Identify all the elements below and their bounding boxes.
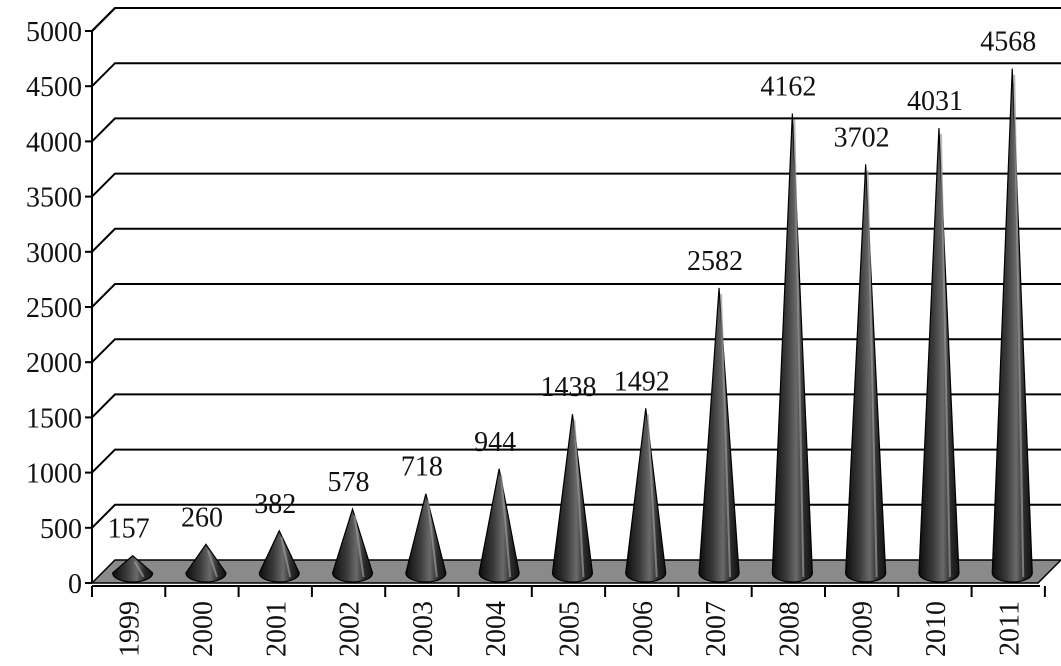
gridline — [91, 117, 1061, 143]
y-tick-label: 4000 — [26, 127, 82, 158]
cone-bar — [478, 468, 520, 583]
data-label: 1492 — [614, 366, 670, 397]
gridline — [91, 7, 1061, 32]
cone-bar — [185, 543, 227, 583]
cone-body — [918, 127, 960, 583]
cone-highlight — [426, 499, 438, 578]
y-tick-label: 3000 — [26, 238, 82, 269]
y-tick-label: 5000 — [26, 17, 82, 48]
gridline — [91, 393, 1061, 419]
cone-bar — [698, 287, 740, 583]
x-tick-label: 2005 — [554, 601, 585, 657]
cone-body — [845, 164, 887, 583]
y-tick-label: 1000 — [26, 459, 82, 490]
gridline — [91, 283, 1061, 308]
data-label: 3702 — [834, 122, 890, 153]
cone-highlight — [500, 474, 512, 578]
cone-highlight — [939, 133, 951, 578]
cone-body — [991, 68, 1033, 583]
x-tick-label: 2010 — [921, 601, 952, 657]
axis-top-edge — [91, 7, 116, 32]
cone-bar — [771, 113, 813, 583]
cone-highlight — [1013, 74, 1025, 578]
y-tick-label: 2500 — [26, 293, 82, 324]
gridline — [91, 62, 1061, 87]
cone-bar — [331, 507, 374, 583]
x-axis: 1999 2000 2001 2002 2003 2004 2005 2006 2007 2008… — [91, 585, 1046, 657]
data-label: 2582 — [687, 246, 743, 277]
y-axis: 0 500 1000 1500 2000 2500 3000 3500 4000 4500 5000 — [26, 7, 116, 600]
cone-highlight — [793, 119, 805, 578]
cone-highlight — [573, 420, 585, 578]
data-label: 4568 — [980, 27, 1036, 58]
y-tick-label: 2000 — [26, 348, 82, 379]
gridline — [91, 338, 1061, 363]
cone-highlight — [353, 515, 365, 578]
y-tick-label: 4500 — [26, 72, 82, 103]
x-tick-label: 2006 — [628, 601, 659, 657]
gridline — [91, 227, 1061, 253]
x-tick-label: 2001 — [261, 601, 292, 657]
cone-bar — [991, 68, 1033, 583]
cone-body — [331, 507, 374, 583]
cone-bar — [258, 529, 300, 583]
data-label: 382 — [254, 489, 296, 520]
cone-highlight — [133, 561, 145, 578]
cone-body — [258, 529, 300, 583]
cone-bar — [918, 127, 960, 583]
data-label: 944 — [474, 427, 516, 458]
y-tick-label: 0 — [68, 569, 82, 600]
data-label: 157 — [108, 514, 150, 545]
x-tick-label: 2008 — [774, 601, 805, 657]
gridline — [91, 448, 1061, 474]
data-label: 4162 — [760, 72, 816, 103]
cone-bar — [625, 408, 667, 583]
cone-body — [551, 414, 594, 583]
cone-bar — [551, 414, 594, 583]
x-tick-label: 2011 — [994, 601, 1025, 656]
x-tick-label: 1999 — [115, 601, 146, 657]
cone-bar — [112, 554, 154, 583]
x-tick-label: 2004 — [481, 601, 512, 657]
data-label: 578 — [328, 467, 370, 498]
x-tick-label: 2000 — [188, 601, 219, 657]
cone-body — [771, 113, 813, 583]
x-tick-label: 2003 — [408, 601, 439, 657]
cone-bar — [405, 493, 447, 583]
cone-bar — [845, 164, 887, 583]
cone-highlight — [866, 170, 878, 578]
cones — [112, 68, 1033, 583]
data-label: 260 — [181, 502, 223, 533]
x-tick-label: 2009 — [848, 601, 879, 657]
x-tick-label: 2007 — [701, 601, 732, 657]
cone-body — [478, 468, 520, 583]
cone-highlight — [646, 414, 658, 578]
cone-highlight — [720, 293, 732, 578]
gridline — [91, 172, 1061, 198]
y-tick-label: 500 — [40, 514, 82, 545]
data-label: 718 — [401, 452, 443, 483]
cone-body — [405, 493, 447, 583]
cone-highlight — [280, 536, 292, 578]
x-tick-label: 2002 — [335, 601, 366, 657]
cone-highlight — [207, 549, 218, 578]
gridline — [91, 503, 1061, 529]
y-tick-label: 3500 — [26, 183, 82, 214]
y-tick-label: 1500 — [26, 403, 82, 434]
cone-body — [625, 408, 667, 583]
data-label: 1438 — [540, 372, 596, 403]
data-label: 4031 — [907, 86, 963, 117]
cone-body — [698, 287, 740, 583]
data-labels: 157 260 382 578 718 944 1438 1492 2582 4162 3702 40… — [108, 27, 1037, 545]
gridlines — [91, 7, 1061, 529]
